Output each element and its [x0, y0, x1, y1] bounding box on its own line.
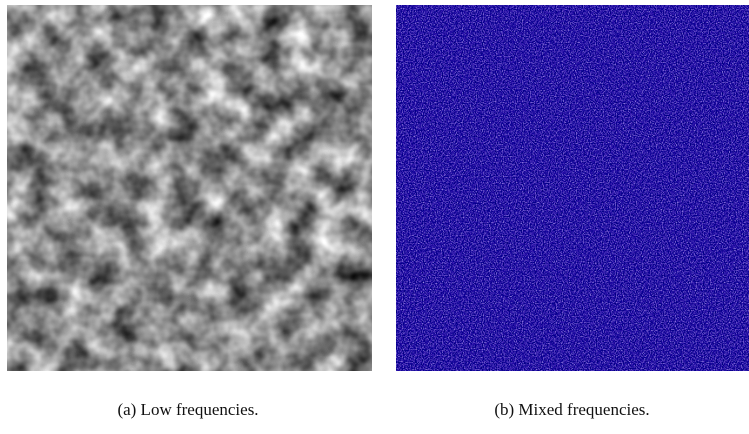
mixed-frequency-image [396, 5, 749, 371]
caption-a: (a) Low frequencies. [117, 400, 258, 419]
low-frequency-image [7, 5, 372, 371]
caption-b: (b) Mixed frequencies. [494, 400, 649, 419]
